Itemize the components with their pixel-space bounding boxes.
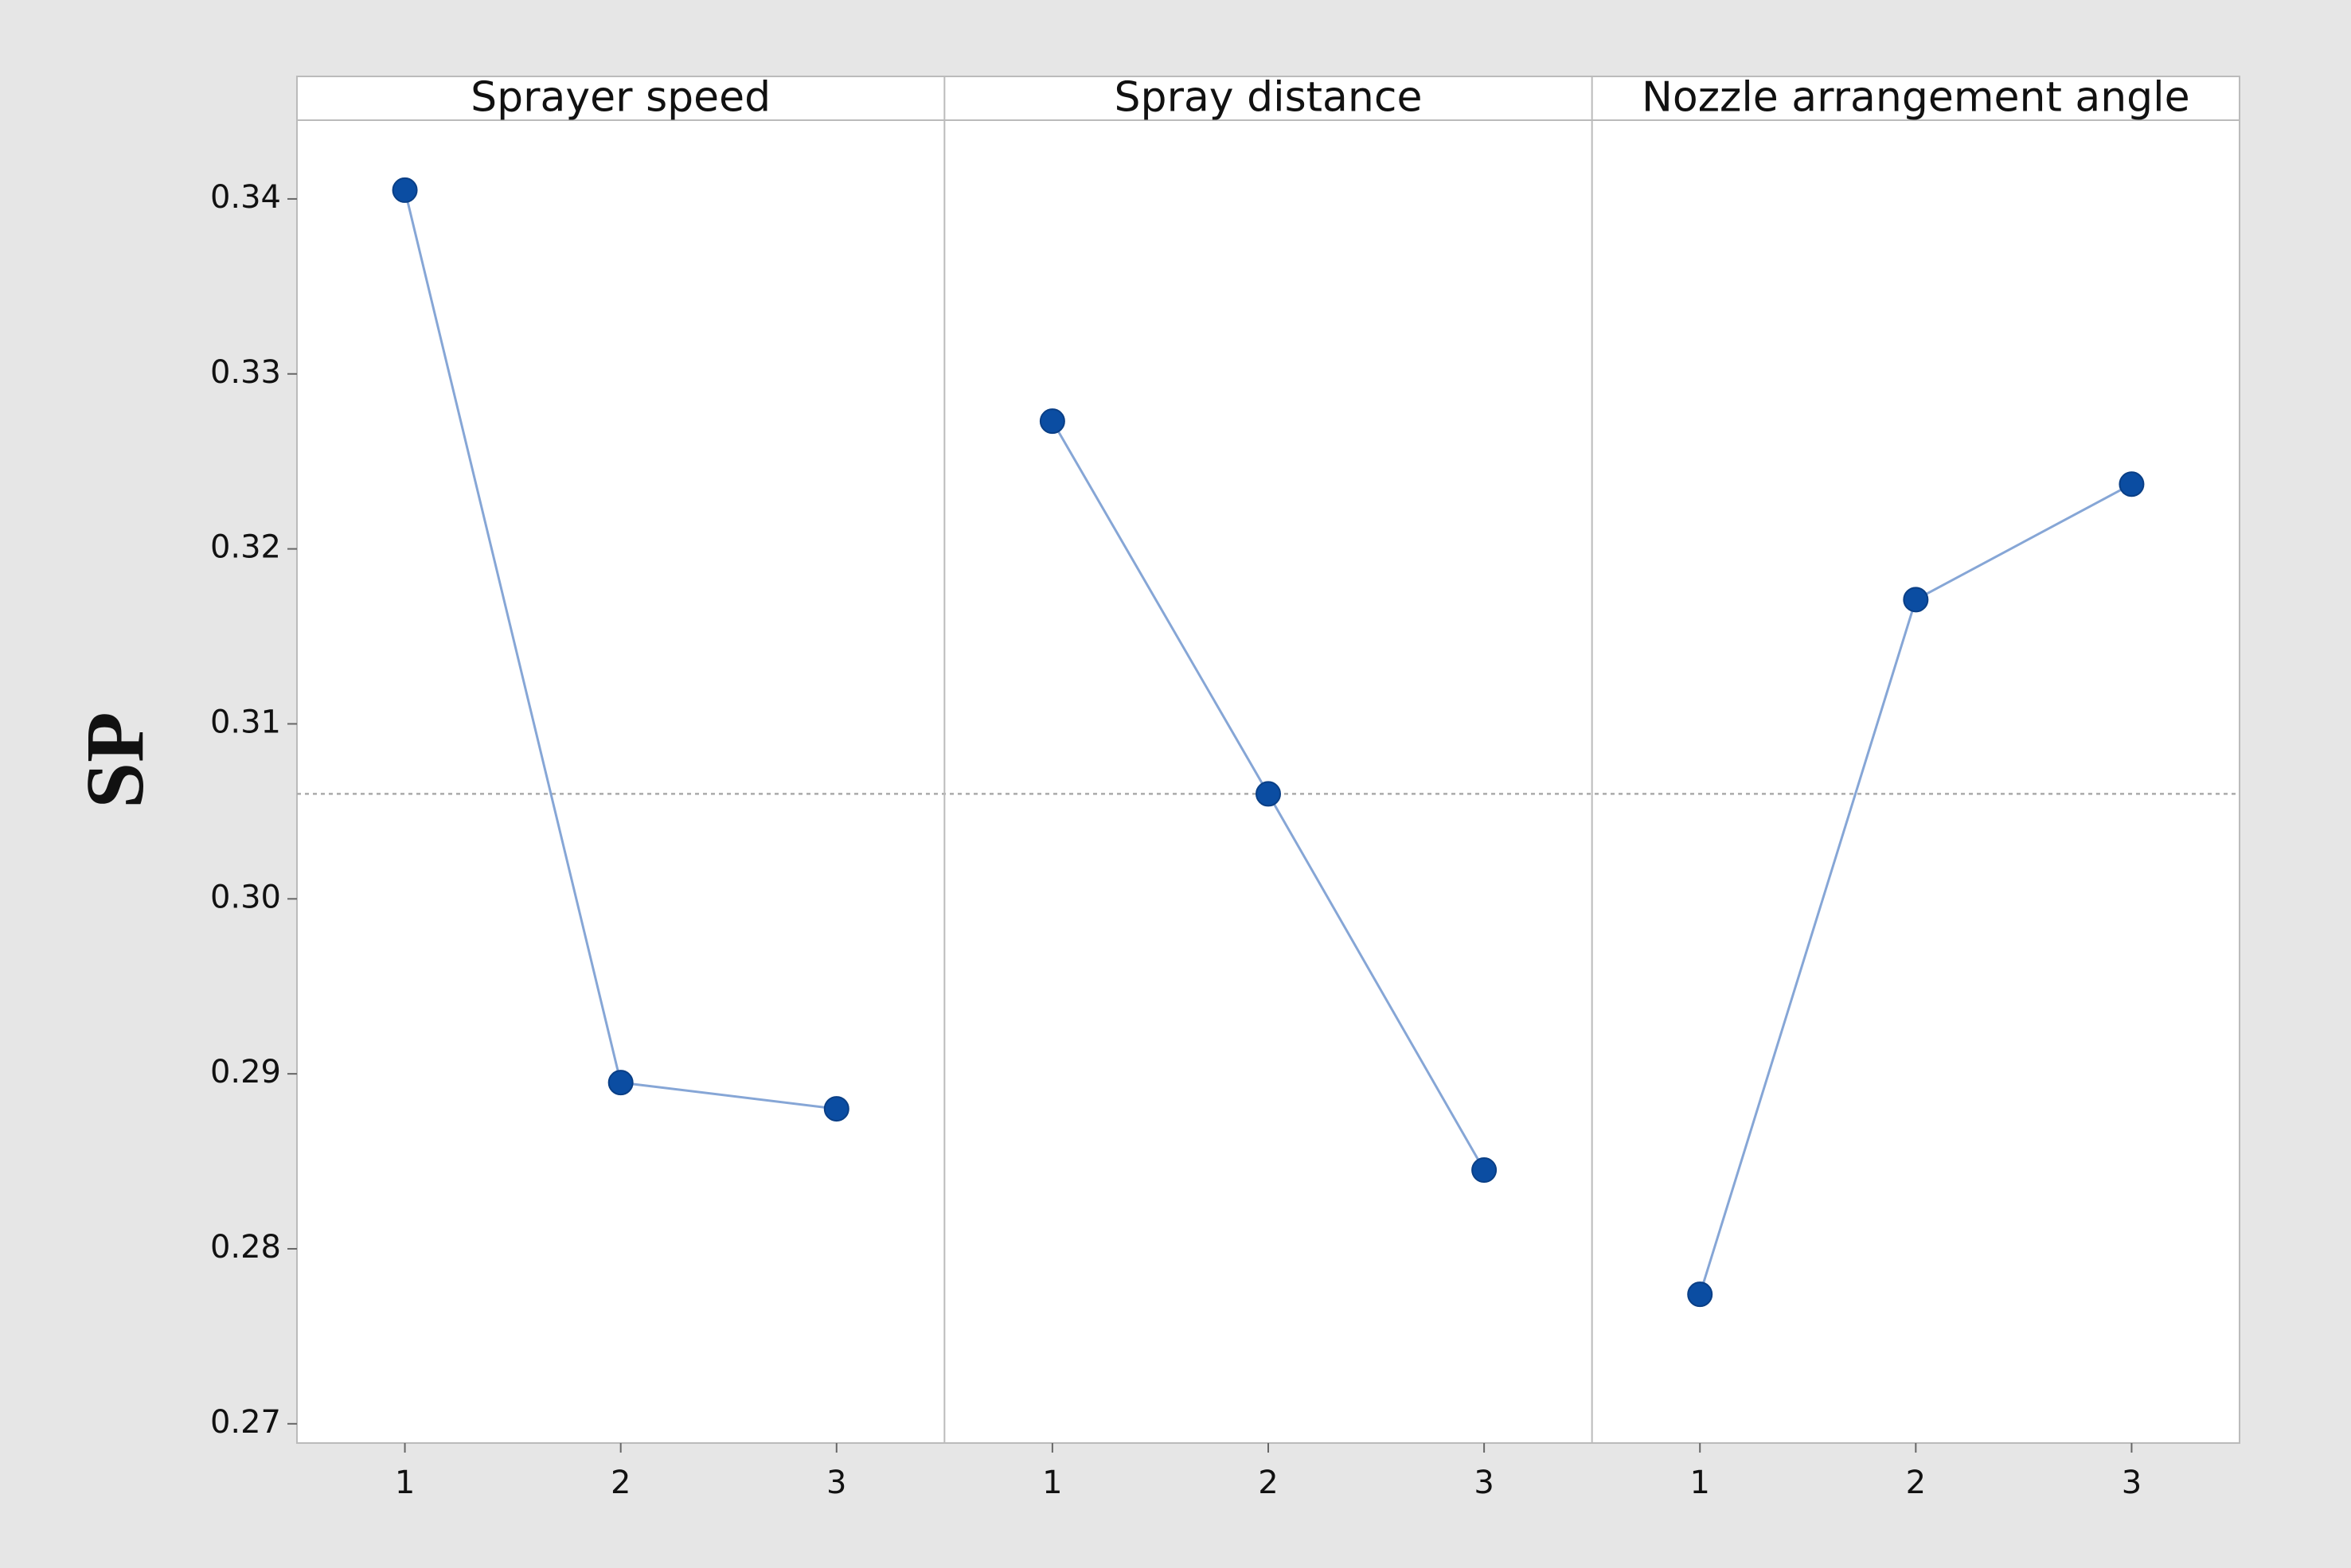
x-tick-label: 3 xyxy=(1474,1465,1494,1501)
panel-title: Nozzle arrangement angle xyxy=(1642,74,2190,122)
y-tick-label: 0.31 xyxy=(210,704,281,740)
x-tick-label: 2 xyxy=(611,1465,631,1501)
data-point xyxy=(2119,471,2145,497)
x-tick-label: 3 xyxy=(826,1465,846,1501)
y-tick-label: 0.34 xyxy=(210,179,281,216)
x-tick-label: 3 xyxy=(2122,1465,2142,1501)
data-point xyxy=(607,1070,634,1096)
data-point xyxy=(1039,408,1065,435)
y-tick-label: 0.30 xyxy=(210,879,281,915)
y-tick-label: 0.32 xyxy=(210,529,281,566)
y-tick-label: 0.27 xyxy=(210,1404,281,1441)
data-point xyxy=(1256,781,1281,807)
x-tick-label: 1 xyxy=(1689,1465,1709,1501)
y-tick-label: 0.33 xyxy=(210,354,281,391)
data-point xyxy=(823,1096,849,1122)
y-tick-label: 0.28 xyxy=(210,1229,281,1266)
data-point xyxy=(392,177,418,203)
data-point xyxy=(1687,1281,1713,1308)
y-axis-label: SP xyxy=(69,712,161,808)
data-point xyxy=(1903,587,1929,613)
panel-title: Sprayer speed xyxy=(471,74,771,122)
panel-title: Spray distance xyxy=(1115,74,1423,122)
plot-area xyxy=(296,76,2240,1444)
x-tick-label: 1 xyxy=(1042,1465,1062,1501)
data-point xyxy=(1471,1157,1498,1184)
x-tick-label: 1 xyxy=(395,1465,415,1501)
y-tick-label: 0.29 xyxy=(210,1054,281,1090)
x-tick-label: 2 xyxy=(1258,1465,1278,1501)
x-tick-label: 2 xyxy=(1906,1465,1926,1501)
